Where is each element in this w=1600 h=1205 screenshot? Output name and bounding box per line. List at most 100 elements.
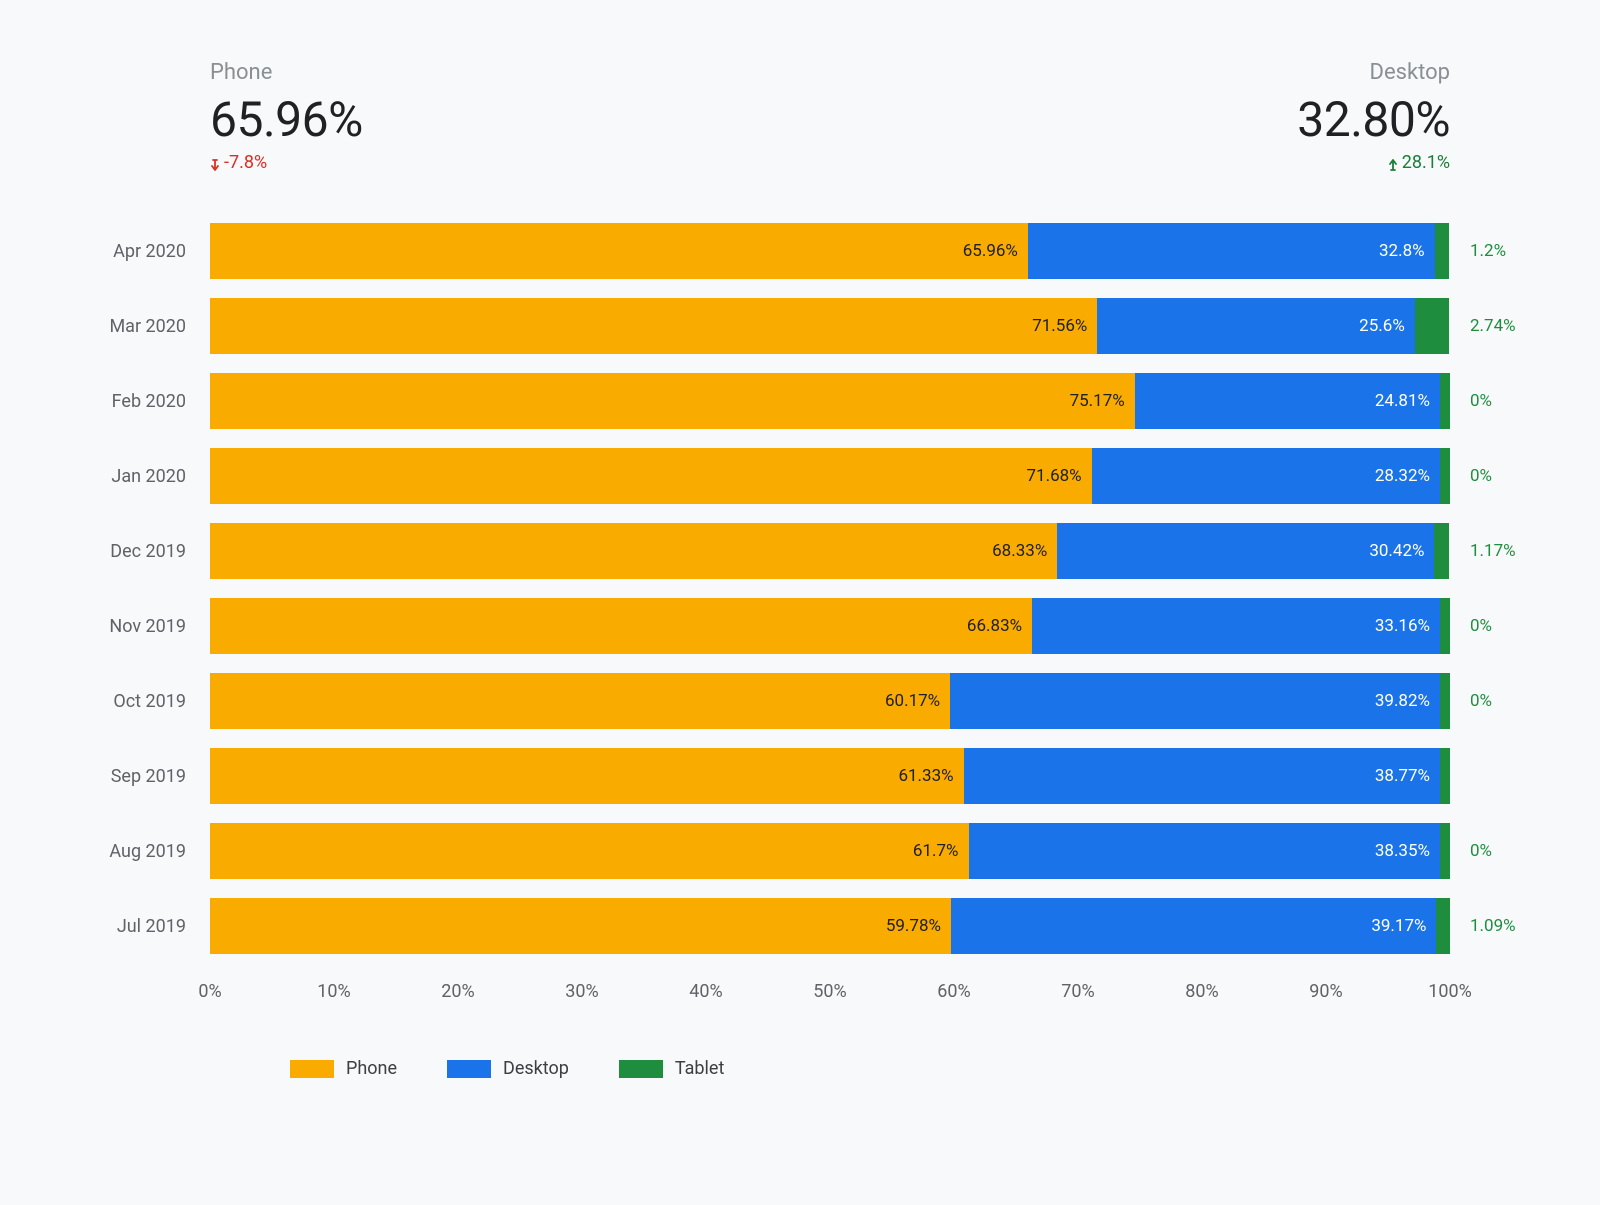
bar-segment-desktop: 28.32% (1092, 448, 1440, 504)
bar-segment-tablet (1440, 823, 1450, 879)
legend-label: Tablet (675, 1058, 724, 1079)
legend-swatch (619, 1060, 663, 1078)
arrow-up-icon (1388, 156, 1398, 170)
bar-category-label: Feb 2020 (60, 391, 200, 412)
bar-segment-tablet (1415, 298, 1449, 354)
metric-desktop-delta: 28.1% (1297, 152, 1450, 173)
bar-segment-desktop: 39.17% (951, 898, 1437, 954)
bar-category-label: Jul 2019 (60, 916, 200, 937)
bar-segment-desktop: 32.8% (1028, 223, 1435, 279)
bar-track: 59.78%39.17%1.09% (210, 898, 1450, 954)
bar-track: 71.68%28.32%0% (210, 448, 1450, 504)
bar-segment-tablet (1440, 598, 1450, 654)
bar-segment-tablet (1436, 898, 1450, 954)
legend-swatch (290, 1060, 334, 1078)
bar-row: Dec 201968.33%30.42%1.17% (210, 523, 1450, 579)
bar-track: 61.7%38.35%0% (210, 823, 1450, 879)
legend-label: Phone (346, 1058, 397, 1079)
bar-track: 65.96%32.8%1.2% (210, 223, 1450, 279)
bar-outside-label: 1.17% (1460, 523, 1540, 579)
metric-desktop: Desktop 32.80% 28.1% (1297, 60, 1450, 173)
metric-phone-delta-text: -7.8% (224, 152, 267, 173)
bar-segment-tablet (1434, 523, 1449, 579)
bar-segment-desktop: 38.35% (969, 823, 1440, 879)
legend-label: Desktop (503, 1058, 569, 1079)
bar-segment-tablet (1435, 223, 1450, 279)
bar-segment-phone: 60.17% (210, 673, 950, 729)
legend-item: Desktop (447, 1058, 569, 1079)
bar-category-label: Apr 2020 (60, 241, 200, 262)
bar-track: 71.56%25.6%2.74% (210, 298, 1450, 354)
x-axis-tick: 60% (937, 981, 970, 1002)
x-axis-tick: 40% (689, 981, 722, 1002)
bars-region: Apr 202065.96%32.8%1.2% Mar 202071.56%25.… (210, 223, 1450, 954)
bar-outside-label: 0% (1460, 373, 1540, 429)
metric-phone-label: Phone (210, 60, 363, 85)
legend-item: Phone (290, 1058, 397, 1079)
bar-track: 61.33%38.77% (210, 748, 1450, 804)
bar-segment-desktop: 25.6% (1097, 298, 1414, 354)
bar-segment-phone: 75.17% (210, 373, 1135, 429)
bar-segment-desktop: 33.16% (1032, 598, 1440, 654)
x-axis-tick: 80% (1185, 981, 1218, 1002)
bar-row: Mar 202071.56%25.6%2.74% (210, 298, 1450, 354)
bar-category-label: Jan 2020 (60, 466, 200, 487)
bar-row: Sep 201961.33%38.77% (210, 748, 1450, 804)
bar-segment-tablet (1440, 373, 1450, 429)
bar-row: Jan 202071.68%28.32%0% (210, 448, 1450, 504)
x-axis-tick: 70% (1061, 981, 1094, 1002)
x-axis-tick: 100% (1428, 981, 1472, 1002)
arrow-down-icon (210, 156, 220, 170)
bar-segment-desktop: 30.42% (1057, 523, 1434, 579)
bar-track: 68.33%30.42%1.17% (210, 523, 1450, 579)
bar-segment-phone: 59.78% (210, 898, 951, 954)
bar-category-label: Oct 2019 (60, 691, 200, 712)
chart-container: Phone 65.96% -7.8% Desktop 32.80% 28.1% … (60, 60, 1540, 1165)
bar-outside-label: 0% (1460, 673, 1540, 729)
x-axis-tick: 50% (813, 981, 846, 1002)
bar-row: Nov 201966.83%33.16%0% (210, 598, 1450, 654)
bar-segment-tablet (1440, 748, 1450, 804)
bar-track: 66.83%33.16%0% (210, 598, 1450, 654)
bar-segment-tablet (1440, 673, 1450, 729)
bar-category-label: Mar 2020 (60, 316, 200, 337)
legend-item: Tablet (619, 1058, 724, 1079)
bar-segment-phone: 65.96% (210, 223, 1028, 279)
x-axis-tick: 90% (1309, 981, 1342, 1002)
metric-phone-value: 65.96% (210, 91, 363, 148)
bar-category-label: Aug 2019 (60, 841, 200, 862)
bar-segment-phone: 71.68% (210, 448, 1092, 504)
bar-segment-tablet (1440, 448, 1450, 504)
x-axis-tick: 10% (317, 981, 350, 1002)
chart-area: Apr 202065.96%32.8%1.2%Mar 202071.56%25.… (60, 223, 1540, 1003)
metric-desktop-value: 32.80% (1297, 91, 1450, 148)
metric-phone-delta: -7.8% (210, 152, 363, 173)
bar-row: Apr 202065.96%32.8%1.2% (210, 223, 1450, 279)
bar-segment-phone: 68.33% (210, 523, 1057, 579)
legend-swatch (447, 1060, 491, 1078)
bar-outside-label: 0% (1460, 823, 1540, 879)
bar-outside-label: 1.09% (1460, 898, 1540, 954)
bar-row: Jul 201959.78%39.17%1.09% (210, 898, 1450, 954)
bar-outside-label: 2.74% (1460, 298, 1540, 354)
bar-outside-label: 0% (1460, 448, 1540, 504)
bar-category-label: Sep 2019 (60, 766, 200, 787)
x-axis: 0%10%20%30%40%50%60%70%80%90%100% (210, 973, 1450, 1003)
metric-desktop-label: Desktop (1297, 60, 1450, 85)
x-axis-tick: 30% (565, 981, 598, 1002)
bar-segment-phone: 71.56% (210, 298, 1097, 354)
bar-segment-desktop: 38.77% (964, 748, 1440, 804)
bar-track: 60.17%39.82%0% (210, 673, 1450, 729)
bar-outside-label: 1.2% (1460, 223, 1540, 279)
bar-segment-phone: 61.33% (210, 748, 964, 804)
metric-phone: Phone 65.96% -7.8% (210, 60, 363, 173)
bar-segment-desktop: 24.81% (1135, 373, 1440, 429)
bar-row: Oct 201960.17%39.82%0% (210, 673, 1450, 729)
bar-segment-desktop: 39.82% (950, 673, 1440, 729)
x-axis-tick: 20% (441, 981, 474, 1002)
bar-row: Aug 201961.7%38.35%0% (210, 823, 1450, 879)
bar-segment-phone: 66.83% (210, 598, 1032, 654)
bar-outside-label: 0% (1460, 598, 1540, 654)
bar-row: Feb 202075.17%24.81%0% (210, 373, 1450, 429)
metrics-header: Phone 65.96% -7.8% Desktop 32.80% 28.1% (60, 60, 1540, 173)
